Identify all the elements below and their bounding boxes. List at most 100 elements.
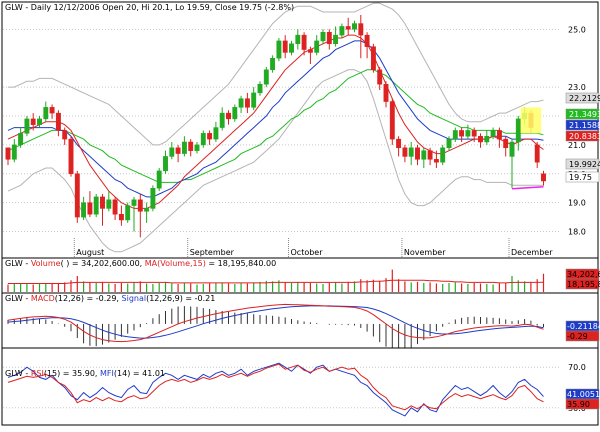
volume-header-ma-value: = 18,195,840.00 — [206, 259, 276, 268]
candle-body — [238, 98, 244, 108]
price-value-box-bg — [565, 92, 600, 104]
candle-body — [326, 31, 332, 45]
macd-header-macd-value: (12,26) = -0.29, — [55, 294, 122, 303]
candle-body — [43, 107, 49, 120]
candle-body — [263, 69, 269, 85]
rsi-panel — [1, 347, 599, 426]
bollinger-upper-line — [8, 2, 544, 146]
candle-body — [370, 46, 376, 71]
candle-body — [307, 49, 313, 53]
candle-body — [81, 202, 87, 218]
sma-fast-line — [7, 34, 544, 209]
candle-body — [282, 40, 288, 53]
candle-body — [364, 34, 370, 47]
rsi-header: GLW - RSI(15) = 35.90, MFI(14) = 41.01 — [5, 369, 165, 378]
month-label: September — [190, 248, 235, 257]
candle-body — [200, 133, 206, 146]
candle-body — [93, 196, 99, 215]
price-value-box-bg — [565, 108, 600, 120]
candle-body — [37, 118, 42, 125]
price-value-box: 20.8383 — [565, 130, 600, 142]
candle-body — [301, 34, 307, 50]
candle-body — [270, 57, 276, 71]
rsi-header-rsi-value: (15) = 35.90, — [44, 369, 100, 378]
macd-line — [7, 303, 544, 343]
macd-header-prefix: GLW - — [5, 294, 31, 303]
support-trendline — [511, 186, 544, 190]
volume-value-box: 18,195,840 — [565, 278, 600, 290]
rsi-value-box-label: 35.90 — [567, 400, 590, 409]
price-value-box-bg — [565, 119, 600, 131]
candle-body — [402, 147, 408, 157]
candle-body — [541, 173, 546, 182]
candle-body — [137, 199, 143, 212]
candle-body — [276, 40, 282, 59]
candle-body — [18, 133, 24, 146]
price-value-box-label: 21.3493 — [569, 110, 600, 119]
candle-body — [496, 130, 502, 140]
rsi-header-prefix: GLW - — [5, 369, 31, 378]
price-tick-label: 18.0 — [568, 228, 586, 237]
price-value-box-label: 22.2129 — [569, 94, 600, 103]
rsi-header-rsi: RSI — [31, 369, 44, 378]
candle-body — [509, 141, 515, 157]
rsi-value-box: 35.90 — [565, 398, 600, 410]
rsi-value-box: 41.0051 — [565, 388, 600, 400]
candle-body — [163, 156, 168, 172]
price-value-box: 19.75 — [565, 171, 600, 183]
candle-body — [169, 147, 175, 157]
candle-body — [427, 150, 433, 160]
highlight-box — [520, 107, 542, 134]
bollinger-lower-line — [7, 69, 544, 253]
candle-body — [452, 130, 458, 140]
price-value-box-bg — [565, 158, 600, 170]
volume-header-ma: MA(Volume,15) — [145, 259, 206, 268]
candle-body — [106, 199, 112, 209]
month-label: November — [404, 248, 446, 257]
candle-body — [131, 199, 137, 206]
candle-body — [118, 213, 124, 221]
candle-body — [289, 43, 294, 53]
candle-body — [112, 199, 118, 215]
candle-body — [11, 144, 17, 160]
volume-header-volume-value: ( ) = 34,202,600.00, — [61, 259, 145, 268]
candle-body — [257, 83, 263, 94]
candle-body — [251, 92, 257, 108]
candle-body — [377, 69, 383, 85]
candle-body — [87, 202, 93, 215]
price-value-box-bg — [565, 171, 600, 183]
candle-body — [465, 130, 471, 137]
price-value-box: 22.2129 — [565, 92, 600, 104]
volume-header-prefix: GLW - — [5, 259, 31, 268]
price-value-box-label: 21.1588 — [569, 121, 600, 130]
candle-body — [5, 147, 11, 160]
candle-body — [440, 147, 446, 163]
candle-body — [244, 98, 250, 108]
candle-body — [478, 135, 483, 143]
month-label: December — [511, 248, 553, 257]
candle-body — [68, 138, 74, 175]
candle-body — [333, 34, 339, 45]
candle-body — [484, 135, 490, 143]
price-value-box-label: 20.8383 — [569, 132, 600, 141]
candle-body — [446, 138, 452, 149]
candle-body — [150, 187, 156, 209]
price-header: GLW - Daily 12/12/2006 Open 20, Hi 20.1,… — [5, 3, 294, 12]
candle-body — [389, 101, 395, 140]
rsi-header-mfi-value: (14) = 41.01 — [114, 369, 165, 378]
candle-body — [314, 40, 320, 53]
rsi-tick-label: 70.0 — [568, 363, 586, 372]
candle-body — [49, 107, 55, 114]
candle-body — [358, 23, 364, 36]
candle-body — [345, 26, 351, 30]
candle-body — [383, 83, 389, 102]
price-value-box-label: 19.75 — [569, 173, 592, 182]
volume-header-volume: Volume — [31, 259, 61, 268]
macd-value-box: -0.21184 — [565, 320, 600, 332]
candle-body — [396, 138, 402, 149]
candle-body — [100, 196, 105, 209]
volume-ma-line — [8, 279, 544, 284]
rsi-value-box-bg — [565, 398, 600, 410]
candle-body — [30, 118, 36, 125]
